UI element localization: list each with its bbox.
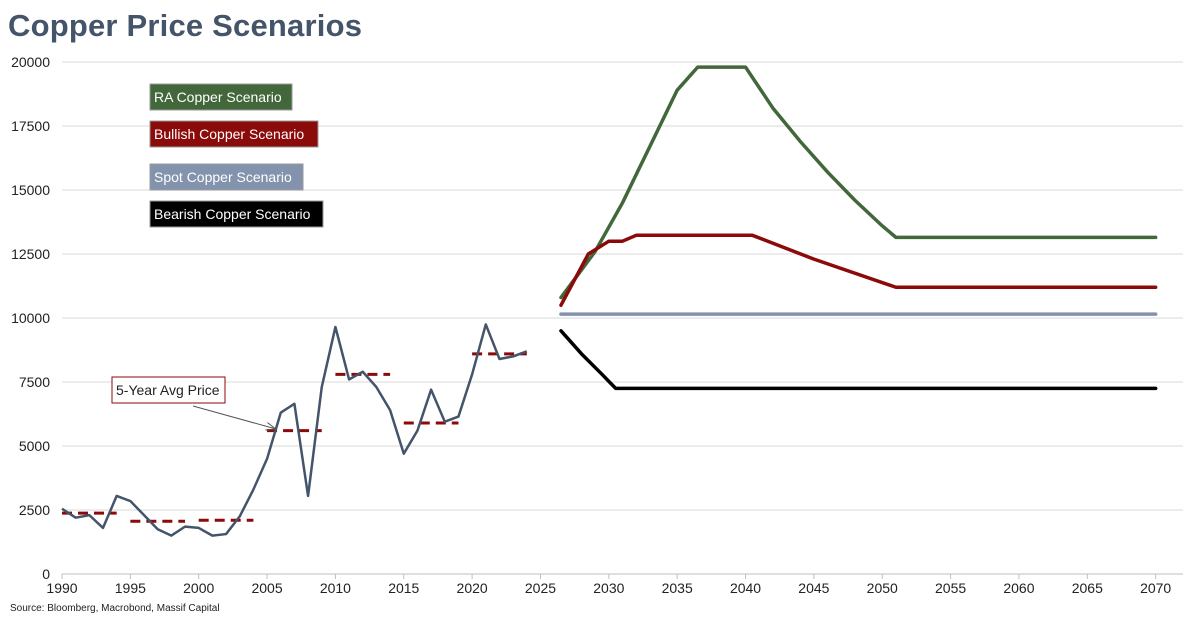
x-tick-label: 2010 bbox=[320, 580, 351, 596]
y-tick-label: 12500 bbox=[11, 246, 50, 262]
legend-label: Bearish Copper Scenario bbox=[154, 206, 311, 222]
legend-swatch bbox=[149, 120, 319, 148]
annotation: 5-Year Avg Price bbox=[111, 376, 275, 429]
x-tick-label: 2035 bbox=[662, 580, 693, 596]
bearish-copper-scenario-line bbox=[559, 329, 1158, 391]
x-tick-label: 2025 bbox=[525, 580, 556, 596]
annotation-label: 5-Year Avg Price bbox=[116, 382, 220, 398]
x-tick-label: 2045 bbox=[798, 580, 829, 596]
legend-item-spot-copper-scenario: Spot Copper Scenario bbox=[149, 163, 304, 191]
legend-label: Spot Copper Scenario bbox=[154, 169, 292, 185]
y-tick-label: 5000 bbox=[19, 438, 50, 454]
x-tick-label: 2055 bbox=[935, 580, 966, 596]
x-tick-label: 2005 bbox=[251, 580, 282, 596]
x-tick-label: 2000 bbox=[183, 580, 214, 596]
legend-label: Bullish Copper Scenario bbox=[154, 126, 304, 142]
y-tick-label: 10000 bbox=[11, 310, 50, 326]
legend-item-bearish-copper-scenario: Bearish Copper Scenario bbox=[149, 200, 324, 228]
page-title: Copper Price Scenarios bbox=[8, 8, 363, 43]
bullish-copper-scenario-line bbox=[559, 233, 1158, 307]
x-tick-label: 2020 bbox=[457, 580, 488, 596]
x-tick-label: 1995 bbox=[115, 580, 146, 596]
x-tick-label: 2040 bbox=[730, 580, 761, 596]
y-tick-label: 0 bbox=[42, 566, 50, 582]
y-tick-label: 15000 bbox=[11, 182, 50, 198]
legend-swatch bbox=[149, 163, 304, 191]
y-tick-label: 17500 bbox=[11, 118, 50, 134]
source-note: Source: Bloomberg, Macrobond, Massif Cap… bbox=[10, 603, 220, 614]
legend-item-bullish-copper-scenario: Bullish Copper Scenario bbox=[149, 120, 319, 148]
x-tick-label: 2050 bbox=[867, 580, 898, 596]
x-tick-label: 2065 bbox=[1072, 580, 1103, 596]
axes: 0 2500 5000 7500 10000 12500 15000 17500 20000 19… bbox=[11, 54, 1183, 596]
annotation-box bbox=[111, 376, 226, 404]
legend-item-ra-copper-scenario: RA Copper Scenario bbox=[149, 83, 293, 111]
legend: RA Copper Scenario Bullish Copper Scenari… bbox=[149, 83, 324, 228]
x-tick-label: 2070 bbox=[1140, 580, 1171, 596]
legend-label: RA Copper Scenario bbox=[154, 89, 282, 105]
scenario-lines bbox=[559, 65, 1158, 391]
y-tick-label: 20000 bbox=[11, 54, 50, 70]
x-tick-label: 2030 bbox=[593, 580, 624, 596]
gridlines bbox=[62, 61, 1183, 511]
y-tick-label: 2500 bbox=[19, 502, 50, 518]
x-tick-label: 2060 bbox=[1003, 580, 1034, 596]
x-tick-label: 2015 bbox=[388, 580, 419, 596]
legend-swatch bbox=[149, 200, 324, 228]
legend-swatch bbox=[149, 83, 293, 111]
historical-price-line bbox=[61, 323, 528, 537]
y-tick-label: 7500 bbox=[19, 374, 50, 390]
ra-copper-scenario-line bbox=[559, 65, 1158, 300]
annotation-arrow bbox=[192, 405, 275, 429]
historical-price-line bbox=[61, 323, 528, 537]
x-tick-label: 1990 bbox=[46, 580, 77, 596]
